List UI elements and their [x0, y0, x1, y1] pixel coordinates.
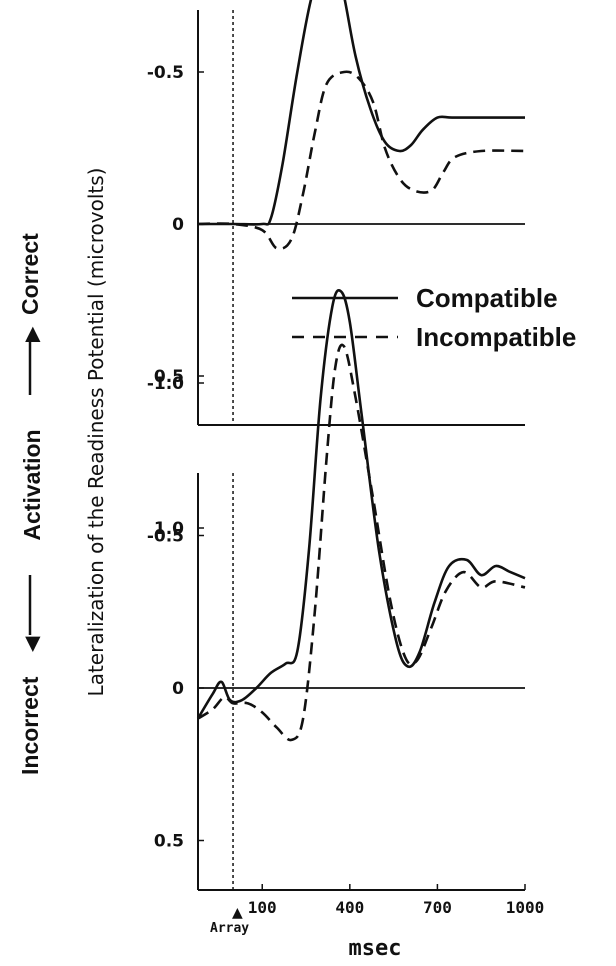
top-panel: -1.0 -0.5 0 0.5 1.0: [147, 0, 526, 539]
right-arrowhead-icon: ▶: [19, 326, 43, 342]
left-arrowhead-icon: ◀: [19, 636, 43, 652]
incorrect-label: Incorrect: [17, 676, 43, 775]
series-line-compatible: [196, 289, 526, 720]
y-axis-label: Lateralization of the Readiness Potentia…: [84, 168, 108, 697]
x-tick-label: 400: [335, 898, 364, 917]
bottom-panel: -1.0 -0.5 0 0.5 1.0 100 400 700 1000: [147, 289, 545, 917]
array-arrow-icon: ▲: [232, 905, 243, 921]
legend: Compatible Incompatible: [292, 283, 576, 352]
legend-compatible-label: Compatible: [416, 283, 558, 313]
activation-label: Activation: [19, 429, 45, 540]
activation-direction-label: Incorrect ◀ Activation ▶ Correct: [17, 233, 45, 775]
y-tick-label: 0: [172, 215, 184, 235]
y-tick-label: 1.0: [154, 519, 184, 539]
legend-incompatible-label: Incompatible: [416, 322, 576, 352]
y-tick-label: -1.0: [147, 374, 184, 394]
x-tick-label: 100: [248, 898, 277, 917]
y-tick-label: -0.5: [147, 63, 184, 83]
series-line-compatible: [198, 0, 525, 226]
x-tick-label: 700: [423, 898, 452, 917]
y-tick-label: 0.5: [154, 832, 184, 852]
correct-label: Correct: [17, 233, 43, 315]
series-line-incompatible: [197, 70, 526, 251]
y-tick-label: 0.5: [154, 367, 184, 387]
array-label: Array: [210, 921, 249, 936]
y-tick-label: -0.5: [147, 527, 184, 547]
y-tick-label: 0: [172, 679, 184, 699]
x-tick-label: 1000: [506, 898, 545, 917]
series-line-incompatible: [197, 343, 526, 742]
x-axis-label: msec: [349, 936, 402, 961]
